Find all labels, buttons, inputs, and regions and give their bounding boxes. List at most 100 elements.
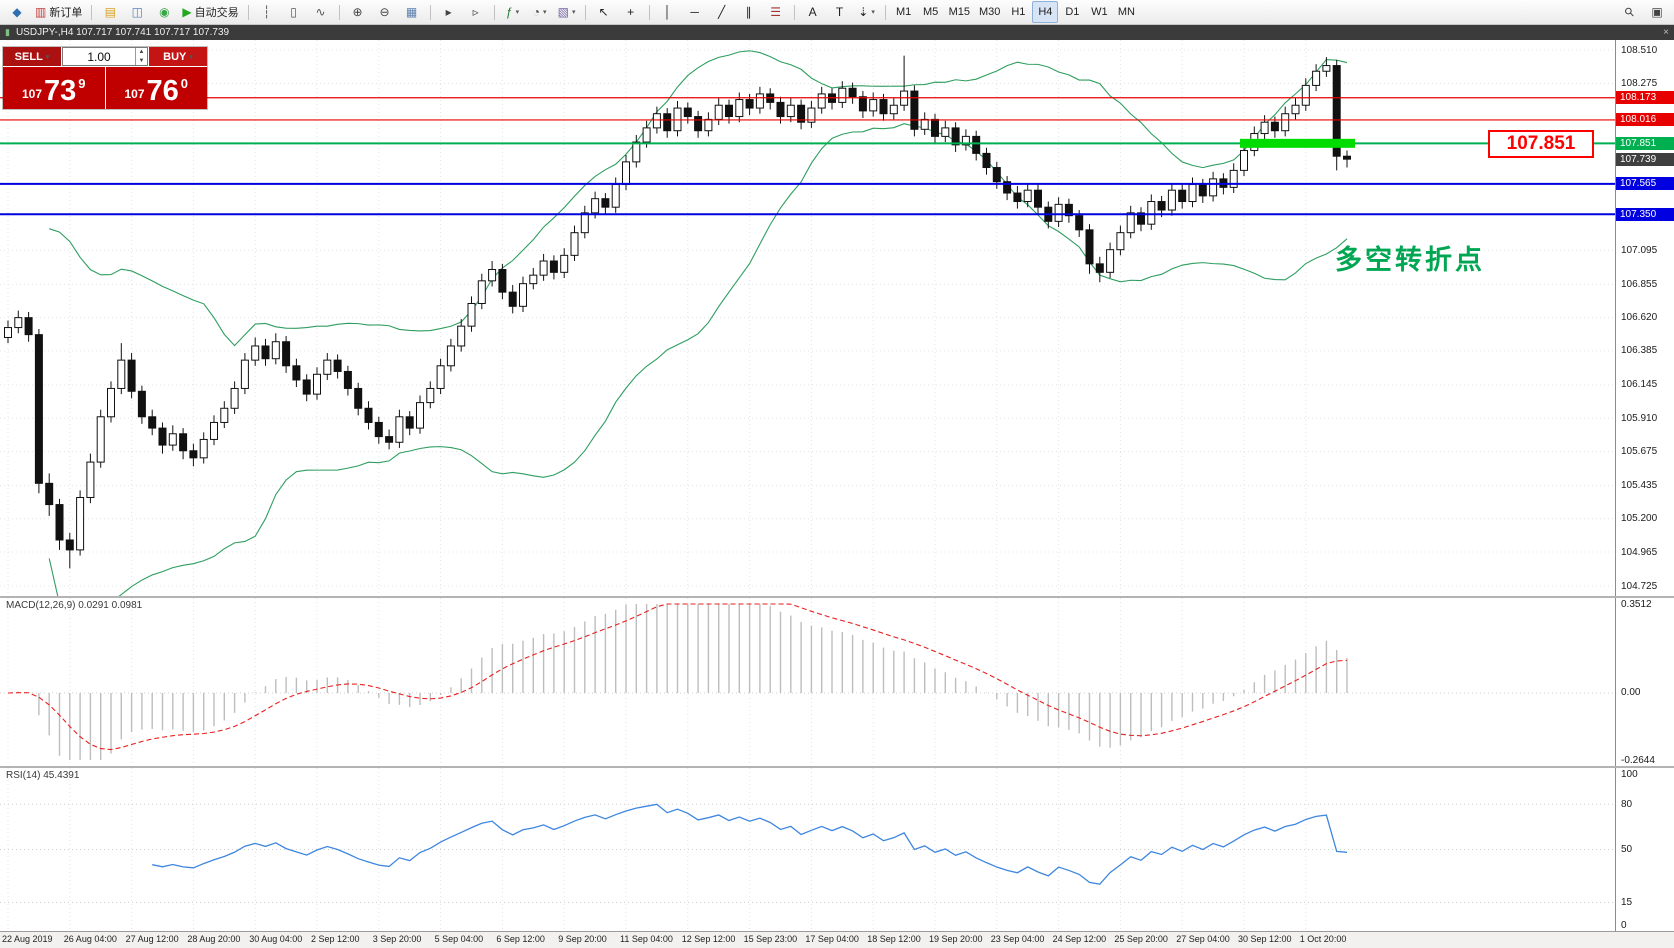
time-label: 27 Sep 04:00 [1176,934,1230,944]
zoom-in-button[interactable]: ⊕ [345,1,371,23]
macd-panel[interactable]: MACD(12,26,9) 0.0291 0.0981 0.3512 0.00 -0… [0,598,1674,766]
text-button[interactable]: A [800,1,826,23]
price-tick: 106.385 [1621,345,1658,357]
chart-title: USDJPY-,H4 107.717 107.741 107.717 107.7… [15,27,230,38]
toolbar-separator [584,4,586,20]
arrows-button[interactable]: ⇣ ▾ [854,1,880,23]
indicators-button[interactable]: ƒ ▾ [500,1,526,23]
periods-button[interactable]: ◔ ▾ [527,1,553,23]
green-zone-rect[interactable] [1240,138,1355,148]
horizontal-line-icon: ─ [690,5,699,19]
price-tick: 107.095 [1621,244,1658,256]
text-label-button[interactable]: T [827,1,853,23]
panel-splitter[interactable] [0,596,1674,598]
data-window-button[interactable]: ▣ [1644,1,1670,23]
periods-icon: ◔ [532,5,540,19]
price-tick: 105.435 [1621,479,1658,491]
price-tick: 105.910 [1621,412,1658,424]
price-tick: 108.510 [1621,44,1658,56]
sell-price[interactable]: 107 73 9 [3,67,105,109]
macd-tick: 0.00 [1621,687,1641,699]
grid-button[interactable]: ▦ [399,1,425,23]
time-label: 2 Sep 12:00 [311,934,360,944]
volume-input[interactable]: 1.00 ▲ ▼ [62,47,148,66]
trendline-button[interactable]: ╱ [709,1,735,23]
horizontal-line-button[interactable]: ─ [682,1,708,23]
tf-m5-button[interactable]: M5 [918,1,944,23]
tf-m5-label: M5 [922,6,939,18]
line-chart-button[interactable]: ∿ [308,1,334,23]
app-button[interactable]: ◆ [4,1,30,23]
new-order-button[interactable]: ▥ 新订单 [31,1,86,23]
navigator-button[interactable]: ◫ [124,1,150,23]
chart-title-bar: ▮ USDJPY-,H4 107.717 107.741 107.717 107… [0,25,1674,40]
sell-button[interactable]: SELL ▾ [3,47,61,66]
time-label: 11 Sep 04:00 [620,934,673,944]
tf-h4-button[interactable]: H4 [1032,1,1059,23]
main-chart-panel[interactable]: 108.510 108.275 107.095 106.855 106.620 106.3… [0,40,1674,596]
crosshair-icon: + [627,5,635,19]
app-icon: ◆ [12,5,22,19]
channel-button[interactable]: ∥ [736,1,762,23]
macd-svg[interactable] [0,598,1616,766]
chart-shift-button[interactable]: ▹ [463,1,489,23]
templates-caret-icon: ▾ [571,9,576,16]
volume-steppers[interactable]: ▲ ▼ [135,48,147,65]
new-order-icon: ▥ [35,5,47,19]
crosshair-button[interactable]: + [618,1,644,23]
rsi-axis: 100 80 50 15 0 [1615,768,1674,931]
tf-m15-button[interactable]: M15 [945,1,974,23]
volume-up-icon[interactable]: ▲ [138,49,145,55]
rsi-svg[interactable] [0,768,1616,931]
time-label: 22 Aug 2019 [2,934,53,944]
close-chart-icon[interactable]: × [1663,27,1669,38]
price-chart-svg[interactable] [0,40,1616,596]
time-label: 28 Aug 20:00 [187,934,241,944]
community-button[interactable]: ◉ [151,1,177,23]
volume-value: 1.00 [87,49,111,64]
zoom-out-button[interactable]: ⊖ [372,1,398,23]
time-label: 12 Sep 12:00 [681,934,736,944]
tf-h1-button[interactable]: H1 [1005,1,1031,23]
time-label: 17 Sep 04:00 [805,934,859,944]
cursor-button[interactable]: ↖ [591,1,617,23]
tf-d1-button[interactable]: D1 [1059,1,1085,23]
tf-m30-button[interactable]: M30 [975,1,1004,23]
buy-price[interactable]: 107 76 0 [105,67,207,109]
panel-splitter[interactable] [0,766,1674,768]
price-tick: 106.620 [1621,312,1658,324]
autotrading-button[interactable]: ▶ 自动交易 [178,1,242,23]
buy-price-sup: 0 [180,76,189,91]
search-button[interactable]: ⚲ [1616,1,1642,23]
auto-scroll-button[interactable]: ▸ [436,1,462,23]
candle-chart-button[interactable]: ▯ [281,1,307,23]
volume-down-icon[interactable]: ▼ [138,57,145,64]
fibonacci-button[interactable]: ☰ [763,1,789,23]
time-label: 25 Sep 20:00 [1114,934,1168,944]
tf-mn-label: MN [1117,6,1135,18]
level-price-tag: 107.350 [1616,207,1674,221]
current-price-tag: 107.739 [1616,152,1674,166]
market-watch-button[interactable]: ▤ [97,1,123,23]
macd-axis: 0.3512 0.00 -0.2644 [1615,598,1674,766]
toolbar-separator [884,4,886,20]
tf-h4-label: H4 [1038,6,1053,18]
buy-price-prefix: 107 [124,87,145,101]
vertical-line-button[interactable]: │ [655,1,681,23]
tf-mn-button[interactable]: MN [1113,1,1139,23]
text-icon: A [808,5,817,19]
new-order-label: 新订单 [49,7,83,19]
tf-m30-label: M30 [978,6,1001,18]
cursor-icon: ↖ [598,5,609,19]
rsi-panel[interactable]: RSI(14) 45.4391 100 80 50 15 0 [0,768,1674,931]
tf-m1-button[interactable]: M1 [891,1,917,23]
rsi-line [152,803,1348,885]
templates-button[interactable]: ▧ ▾ [554,1,580,23]
bar-chart-button[interactable]: ┆ [254,1,280,23]
toolbar-separator [493,4,495,20]
time-axis[interactable]: 22 Aug 2019 26 Aug 04:00 27 Aug 12:00 28 Au… [0,931,1674,948]
tf-w1-button[interactable]: W1 [1086,1,1112,23]
candlesticks [4,55,1351,569]
chart-annotation-text: 多空转折点 [1335,245,1485,275]
buy-button[interactable]: BUY ▾ [149,47,207,66]
